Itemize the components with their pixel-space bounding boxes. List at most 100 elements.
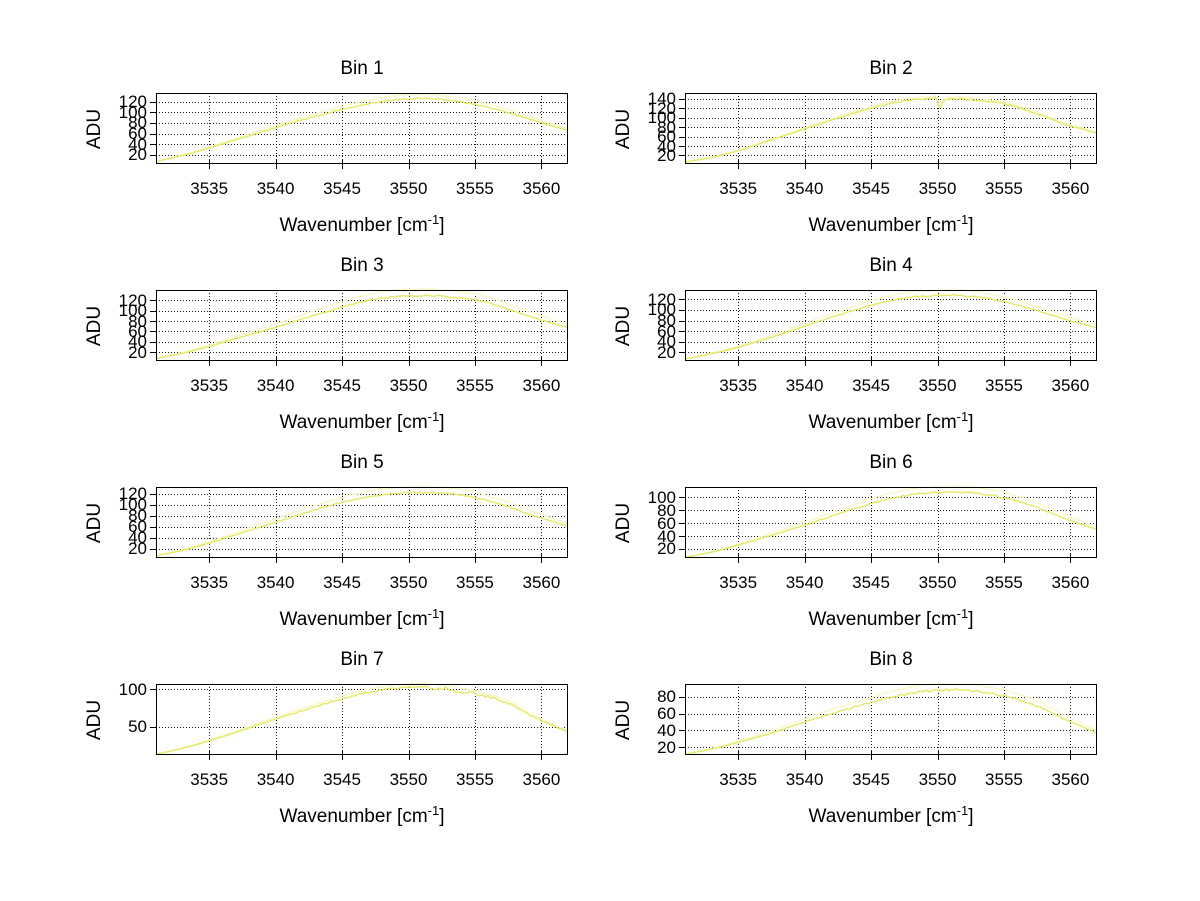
x-tick-label: 3540 [785,179,824,198]
y-tick-label: 60 [657,127,676,147]
ghost-curve [155,93,569,162]
x-axis-label-sup: -1 [956,606,969,621]
x-axis-label-base: Wavenumber [cm [279,412,428,433]
y-tick-label: 140 [647,89,676,109]
x-tick-label: 3545 [852,770,890,789]
x-tick-label: 3545 [323,179,361,198]
tick-marks [679,497,1071,563]
x-tick-label: 3560 [522,179,561,198]
axes-box [156,93,568,164]
y-tick-label: 100 [647,108,676,128]
x-axis-label-sup: -1 [427,803,440,818]
y-tick-label: 60 [128,321,147,341]
axes-box [685,290,1097,361]
plot-title: Bin 4 [869,255,913,276]
plot-title: Bin 2 [869,58,913,79]
plot-area-svg [679,682,1098,760]
x-axis-label-sup: -1 [427,409,440,424]
y-tick-label: 50 [128,717,147,737]
y-tick-label: 80 [657,311,676,330]
y-tick-label: 100 [118,495,147,515]
ghost-curve [684,289,1098,360]
ghost-curve [155,485,569,557]
ghost-curve [155,682,569,755]
y-tick-label: 60 [657,704,676,724]
y-tick-label: 20 [128,539,147,559]
ghost-curve [684,682,1098,755]
x-tick-label: 3535 [719,376,758,395]
plot-title: Bin 7 [340,649,384,670]
y-tick-label: 80 [657,687,676,707]
y-tick-label: 40 [657,720,676,740]
plot-title: Bin 3 [340,255,384,276]
x-tick-label: 3555 [985,179,1023,198]
x-tick-label: 3545 [852,376,890,395]
x-axis-label-close: ] [968,412,974,433]
plot-area-svg [679,289,1098,366]
x-axis-label: Wavenumber [cm-1] [685,803,1097,828]
x-tick-label: 3560 [1051,770,1090,789]
axes-box [156,684,568,755]
y-tick-label: 40 [657,332,676,352]
y-tick-label: 100 [647,487,676,507]
axes-box [685,684,1097,755]
x-tick-label: 3560 [522,376,561,395]
x-tick-label: 3545 [323,573,361,592]
x-tick-label: 3535 [190,573,229,592]
x-tick-label: 3550 [389,376,428,395]
x-tick-label: 3535 [190,770,229,789]
axes-box [156,487,568,558]
y-tick-label: 20 [128,342,147,362]
spectrum-curve [155,294,569,360]
y-tick-label: 20 [657,737,676,757]
tick-marks [679,99,1071,169]
tick-marks [150,300,542,366]
x-tick-label: 3560 [1051,573,1090,592]
y-tick-label: 120 [118,290,147,310]
y-tick-label: 80 [128,506,147,526]
x-tick-label: 3540 [256,770,295,789]
x-tick-label: 3540 [785,376,824,395]
x-axis-label-base: Wavenumber [cm [279,215,428,236]
y-tick-label: 100 [118,102,147,122]
y-tick-label: 80 [657,500,676,520]
x-axis-label-close: ] [968,215,974,236]
y-tick-label: 120 [118,92,147,112]
x-tick-label: 3540 [256,376,295,395]
y-tick-label: 20 [128,145,147,165]
x-tick-label: 3555 [456,179,494,198]
x-axis-label-base: Wavenumber [cm [279,609,428,630]
y-tick-label: 40 [128,528,147,548]
plot-area-svg [679,484,1098,563]
x-tick-label: 3550 [918,179,957,198]
x-tick-label: 3535 [190,179,229,198]
x-axis-label-close: ] [439,609,445,630]
plot-title: Bin 1 [340,58,384,79]
spectrum-curve [155,97,569,162]
plot-title: Bin 5 [340,452,384,473]
y-tick-label: 60 [128,517,147,537]
x-axis-label-base: Wavenumber [cm [808,806,957,827]
x-tick-label: 3555 [985,376,1023,395]
tick-marks [150,494,542,563]
ghost-curve [684,484,1098,558]
x-axis-label: Wavenumber [cm-1] [156,212,568,237]
x-tick-label: 3550 [389,770,428,789]
x-axis-label-sup: -1 [956,803,969,818]
x-tick-label: 3560 [1051,376,1090,395]
x-axis-label-close: ] [439,215,445,236]
x-axis-label-close: ] [968,806,974,827]
y-tick-label: 60 [657,321,676,341]
x-axis-label: Wavenumber [cm-1] [685,409,1097,434]
gridlines [685,487,1097,558]
x-tick-label: 3555 [456,770,494,789]
plot-area-svg [150,485,569,563]
x-tick-label: 3540 [785,573,824,592]
y-tick-label: 40 [128,134,147,154]
x-tick-label: 3555 [456,573,494,592]
y-tick-label: 40 [657,526,676,546]
x-tick-label: 3540 [256,573,295,592]
plot-title: Bin 8 [869,649,913,670]
x-axis-label: Wavenumber [cm-1] [685,212,1097,237]
x-tick-label: 3550 [389,573,428,592]
